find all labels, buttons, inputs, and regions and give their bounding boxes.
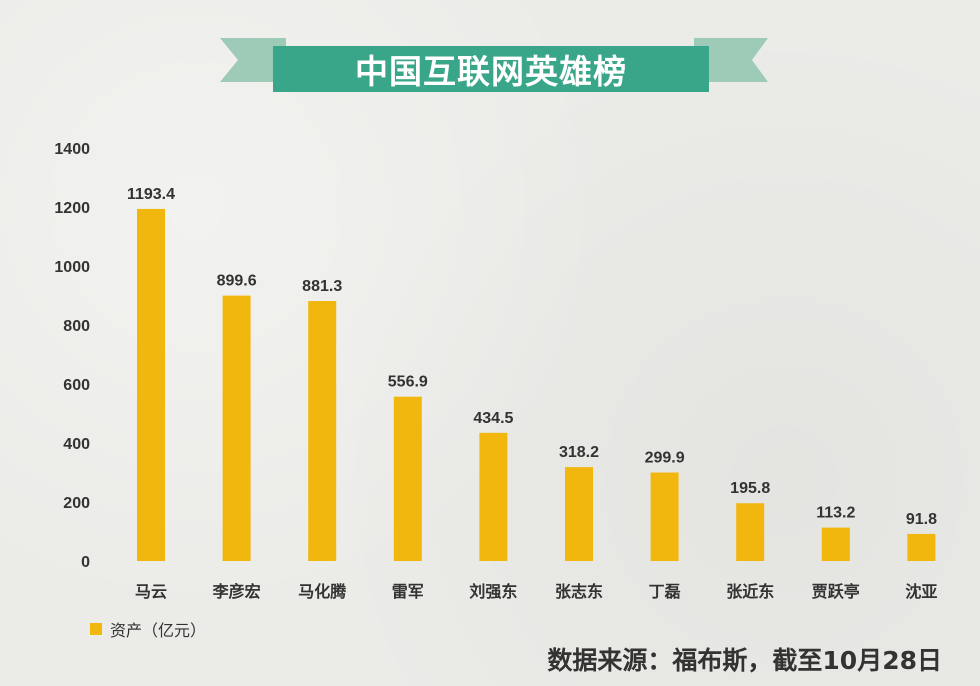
bar bbox=[907, 533, 936, 561]
x-tick-label: 马化腾 bbox=[298, 582, 347, 601]
x-tick-label: 马云 bbox=[135, 582, 167, 601]
y-tick-label: 400 bbox=[63, 436, 90, 453]
data-label: 299.9 bbox=[645, 450, 685, 467]
data-label: 556.9 bbox=[388, 374, 428, 391]
x-tick-label: 李彦宏 bbox=[212, 582, 261, 601]
y-tick-label: 800 bbox=[63, 318, 90, 335]
y-tick-label: 200 bbox=[63, 495, 90, 512]
x-tick-label: 刘强东 bbox=[469, 582, 517, 601]
title-plate bbox=[273, 46, 709, 92]
data-label: 434.5 bbox=[473, 410, 513, 427]
x-tick-label: 雷军 bbox=[392, 582, 424, 601]
bar bbox=[565, 467, 593, 561]
data-label: 881.3 bbox=[302, 278, 342, 295]
x-tick-label: 张志东 bbox=[555, 582, 603, 601]
data-label: 899.6 bbox=[217, 273, 257, 290]
bar bbox=[222, 295, 251, 561]
bar bbox=[650, 472, 679, 561]
x-tick-label: 丁磊 bbox=[649, 582, 681, 601]
y-tick-label: 0 bbox=[81, 554, 90, 571]
x-tick-label: 张近东 bbox=[726, 582, 774, 601]
bar bbox=[393, 396, 422, 561]
chart-title: 中国互联网英雄榜 bbox=[355, 52, 627, 91]
data-label: 113.2 bbox=[816, 505, 855, 522]
bar bbox=[137, 208, 165, 561]
data-label: 318.2 bbox=[559, 444, 599, 461]
left-ribbon bbox=[220, 38, 286, 82]
x-tick-label: 沈亚 bbox=[905, 582, 937, 601]
data-label: 91.8 bbox=[906, 511, 937, 528]
bar bbox=[308, 301, 337, 561]
y-tick-label: 1000 bbox=[54, 259, 90, 276]
y-tick-label: 1400 bbox=[54, 141, 90, 158]
legend: 资产（亿元） bbox=[90, 617, 206, 641]
source-note: 数据来源：福布斯，截至10月28日 bbox=[547, 646, 942, 675]
bar bbox=[479, 432, 508, 561]
title-banner bbox=[220, 38, 768, 92]
y-tick-label: 1200 bbox=[54, 200, 90, 217]
legend-label: 资产（亿元） bbox=[110, 621, 207, 640]
bar bbox=[736, 503, 765, 561]
y-tick-label: 600 bbox=[63, 377, 90, 394]
right-ribbon bbox=[694, 38, 768, 82]
bar bbox=[821, 527, 850, 561]
legend-swatch bbox=[90, 623, 102, 635]
x-tick-label: 贾跃亭 bbox=[812, 582, 860, 601]
data-label: 1193.4 bbox=[127, 186, 175, 203]
data-label: 195.8 bbox=[730, 480, 770, 497]
